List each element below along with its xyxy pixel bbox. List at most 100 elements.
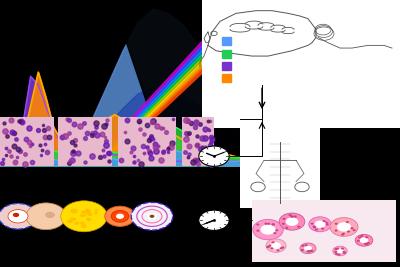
Circle shape — [333, 246, 347, 256]
Circle shape — [67, 220, 72, 223]
Circle shape — [313, 226, 316, 228]
Circle shape — [70, 218, 75, 221]
Circle shape — [26, 203, 66, 230]
Polygon shape — [102, 0, 280, 166]
Polygon shape — [100, 0, 275, 166]
Circle shape — [0, 203, 37, 229]
Circle shape — [147, 213, 157, 219]
Polygon shape — [90, 0, 250, 166]
Circle shape — [280, 247, 283, 249]
Circle shape — [336, 248, 339, 250]
Circle shape — [336, 249, 344, 253]
Circle shape — [81, 224, 87, 228]
Circle shape — [271, 223, 274, 226]
Circle shape — [70, 209, 78, 214]
Circle shape — [314, 221, 326, 228]
Bar — [222, 50, 231, 58]
Circle shape — [285, 227, 288, 229]
Polygon shape — [88, 0, 245, 166]
Circle shape — [290, 215, 293, 218]
Bar — [202, 0, 400, 128]
Circle shape — [364, 243, 367, 245]
Bar — [0, 117, 54, 166]
Circle shape — [360, 237, 368, 243]
Circle shape — [352, 229, 356, 231]
Circle shape — [342, 233, 345, 235]
Circle shape — [279, 213, 305, 230]
Circle shape — [365, 243, 368, 245]
Circle shape — [131, 202, 173, 230]
Circle shape — [8, 210, 28, 223]
Circle shape — [150, 215, 154, 218]
Bar — [222, 62, 231, 70]
Polygon shape — [94, 0, 260, 166]
Circle shape — [80, 214, 84, 217]
Circle shape — [357, 240, 360, 242]
Circle shape — [275, 229, 278, 231]
Circle shape — [360, 235, 364, 237]
Circle shape — [61, 201, 107, 232]
Circle shape — [116, 214, 124, 219]
Circle shape — [330, 218, 358, 236]
Bar — [252, 200, 396, 262]
Circle shape — [82, 211, 86, 213]
Circle shape — [45, 212, 55, 218]
Circle shape — [256, 230, 260, 232]
Circle shape — [276, 249, 280, 252]
Circle shape — [270, 247, 274, 249]
Circle shape — [288, 214, 292, 216]
Circle shape — [199, 210, 229, 230]
Circle shape — [81, 211, 85, 214]
Circle shape — [94, 212, 98, 214]
Polygon shape — [112, 0, 260, 166]
Circle shape — [282, 223, 285, 225]
Circle shape — [304, 246, 312, 251]
Circle shape — [326, 223, 329, 226]
Circle shape — [69, 220, 73, 223]
Polygon shape — [96, 0, 265, 166]
Circle shape — [84, 210, 91, 214]
Circle shape — [309, 250, 312, 252]
Circle shape — [308, 250, 312, 252]
Circle shape — [256, 223, 259, 226]
Bar — [222, 37, 231, 45]
Circle shape — [310, 223, 314, 225]
Circle shape — [312, 225, 316, 227]
Circle shape — [111, 210, 129, 222]
Circle shape — [343, 252, 346, 254]
Circle shape — [105, 206, 135, 226]
Circle shape — [308, 250, 311, 253]
Circle shape — [297, 226, 300, 228]
Circle shape — [355, 234, 373, 246]
Polygon shape — [98, 0, 270, 166]
Circle shape — [367, 242, 370, 244]
Circle shape — [268, 245, 272, 247]
Circle shape — [294, 215, 297, 218]
Circle shape — [74, 222, 79, 225]
Circle shape — [300, 243, 316, 254]
Circle shape — [260, 225, 276, 235]
Circle shape — [321, 227, 324, 230]
Circle shape — [301, 249, 304, 251]
Circle shape — [83, 214, 86, 217]
Circle shape — [341, 248, 344, 250]
Bar — [118, 117, 176, 166]
Bar — [240, 120, 320, 208]
Circle shape — [334, 248, 338, 250]
Polygon shape — [200, 0, 260, 166]
Circle shape — [271, 241, 274, 243]
Polygon shape — [92, 0, 255, 166]
Circle shape — [335, 253, 338, 255]
Bar — [58, 117, 112, 166]
Circle shape — [358, 236, 361, 238]
Circle shape — [273, 232, 276, 234]
Circle shape — [73, 218, 76, 220]
Circle shape — [304, 244, 308, 246]
Circle shape — [306, 250, 310, 252]
Circle shape — [94, 209, 98, 212]
Circle shape — [86, 218, 92, 221]
Circle shape — [315, 229, 318, 231]
Circle shape — [309, 217, 331, 232]
Circle shape — [271, 242, 281, 249]
Circle shape — [301, 245, 304, 247]
